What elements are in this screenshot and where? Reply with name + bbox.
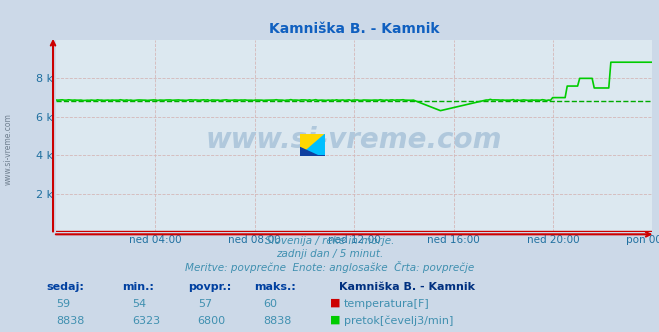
Title: Kamniška B. - Kamnik: Kamniška B. - Kamnik [269,22,440,36]
Text: Slovenija / reke in morje.: Slovenija / reke in morje. [265,236,394,246]
Text: sedaj:: sedaj: [46,283,84,292]
Text: temperatura[F]: temperatura[F] [344,299,430,309]
Text: 57: 57 [198,299,212,309]
Text: ■: ■ [330,315,340,325]
Text: zadnji dan / 5 minut.: zadnji dan / 5 minut. [276,249,383,259]
Text: min.:: min.: [122,283,154,292]
Text: 6800: 6800 [198,316,226,326]
Text: Kamniška B. - Kamnik: Kamniška B. - Kamnik [339,283,475,292]
Text: povpr.:: povpr.: [188,283,231,292]
Text: Meritve: povprečne  Enote: anglosaške  Črta: povprečje: Meritve: povprečne Enote: anglosaške Črt… [185,261,474,273]
Text: 54: 54 [132,299,146,309]
Text: 60: 60 [264,299,277,309]
Text: 59: 59 [56,299,70,309]
Text: maks.:: maks.: [254,283,295,292]
Text: www.si-vreme.com: www.si-vreme.com [3,114,13,185]
Text: 8838: 8838 [56,316,84,326]
Text: www.si-vreme.com: www.si-vreme.com [206,126,502,154]
Text: ■: ■ [330,298,340,308]
Text: 6323: 6323 [132,316,160,326]
Text: pretok[čevelj3/min]: pretok[čevelj3/min] [344,315,453,326]
Polygon shape [300,134,325,156]
Polygon shape [300,134,325,156]
Polygon shape [300,147,325,156]
Text: 8838: 8838 [264,316,292,326]
